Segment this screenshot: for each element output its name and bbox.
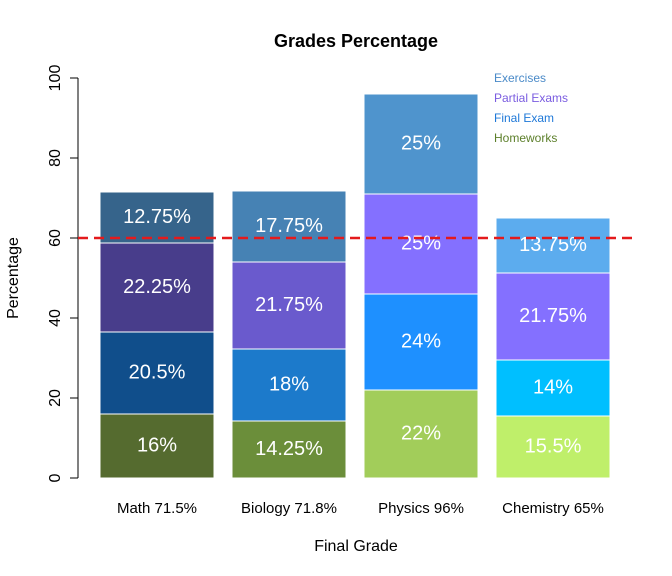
x-axis-title: Final Grade: [314, 538, 398, 555]
x-category-label: Math 71.5%: [117, 500, 197, 517]
segment-label: 22%: [401, 422, 441, 444]
segment-label: 20.5%: [129, 361, 186, 383]
legend-item: Exercises: [494, 71, 546, 85]
segment-label: 18%: [269, 373, 309, 395]
segment-label: 14%: [533, 376, 573, 398]
bar-segment: [363, 93, 479, 195]
y-tick-label: 80: [47, 149, 64, 167]
bar-segment: [495, 359, 611, 417]
segment-label: 12.75%: [123, 206, 191, 228]
segment-label: 13.75%: [519, 234, 587, 256]
y-tick-label: 0: [47, 473, 64, 482]
y-tick-label: 20: [47, 389, 64, 407]
segment-label: 21.75%: [519, 305, 587, 327]
segment-label: 21.75%: [255, 294, 323, 316]
bar-segment: [495, 217, 611, 274]
segment-label: 14.25%: [255, 438, 323, 460]
segment-label: 17.75%: [255, 215, 323, 237]
legend-item: Partial Exams: [494, 91, 568, 105]
y-tick-label: 40: [47, 309, 64, 327]
bar-segment: [231, 348, 347, 422]
bar-segment: [231, 261, 347, 350]
x-category-label: Physics 96%: [378, 500, 464, 517]
bar-segment: [99, 331, 215, 415]
segment-label: 15.5%: [525, 435, 582, 457]
legend: Exercises Partial Exams Final Exam Homework…: [494, 71, 568, 145]
bar-segment: [99, 191, 215, 244]
y-axis-title: Percentage: [5, 237, 22, 319]
segment-label: 25%: [401, 232, 441, 254]
bar-segment: [363, 193, 479, 295]
y-tick-label: 100: [47, 65, 64, 92]
legend-item: Homeworks: [494, 131, 557, 145]
bar-segment: [495, 415, 611, 479]
x-category-label: Biology 71.8%: [241, 500, 337, 517]
chart-title: Grades Percentage: [274, 31, 438, 51]
segment-label: 24%: [401, 330, 441, 352]
bar-segment: [99, 242, 215, 333]
segment-label: 25%: [401, 132, 441, 154]
bar-segment: [231, 420, 347, 479]
legend-item: Final Exam: [494, 111, 554, 125]
bar-segment: [495, 272, 611, 361]
segment-label: 16%: [137, 434, 177, 456]
x-category-label: Chemistry 65%: [502, 500, 604, 517]
segment-label: 22.25%: [123, 276, 191, 298]
bar-segment: [99, 413, 215, 479]
plot-area: 0 20 40 60 80 100 16% 20.5% 22.25% 12.75% Math 71.…: [47, 65, 632, 517]
bar-segment: [231, 190, 347, 263]
bar-segment: [363, 389, 479, 479]
y-tick-label: 60: [47, 229, 64, 247]
